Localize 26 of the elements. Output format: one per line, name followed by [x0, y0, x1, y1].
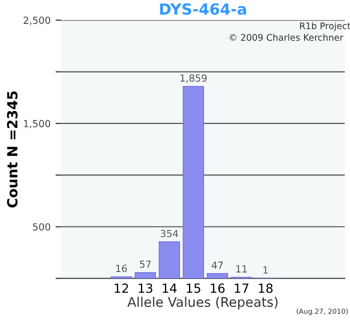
- x-tick-label: 16: [210, 283, 225, 293]
- data-label: 354: [160, 230, 178, 238]
- x-axis-title: Allele Values (Repeats): [127, 296, 278, 310]
- data-label: 11: [236, 265, 247, 272]
- chart-title: DYS-464-a: [160, 3, 246, 15]
- x-tick-label: 13: [138, 283, 152, 293]
- y-tick-label: 1,500: [24, 120, 50, 128]
- annotation: © 2009 Charles Kerchner: [230, 34, 344, 41]
- bar: [134, 272, 156, 278]
- data-label: 16: [116, 264, 127, 272]
- data-label: 1: [263, 266, 268, 274]
- x-tick-label: 15: [186, 284, 200, 293]
- data-label: 47: [212, 262, 223, 269]
- bar: [182, 86, 204, 278]
- x-tick-label: 18: [258, 283, 273, 293]
- bar: [158, 241, 180, 278]
- data-label: 57: [140, 260, 151, 268]
- x-tick-label: 12: [114, 283, 128, 293]
- y-axis-title: Count N =2345: [7, 91, 18, 208]
- bar: [206, 273, 228, 278]
- y-tick-label: 500: [33, 223, 50, 231]
- y-tick-label: 2,500: [24, 16, 50, 25]
- text: R1b Project: [300, 22, 350, 31]
- x-tick-label: 17: [234, 284, 248, 293]
- x-tick-label: 14: [162, 284, 177, 293]
- data-label: 1,859: [180, 74, 207, 83]
